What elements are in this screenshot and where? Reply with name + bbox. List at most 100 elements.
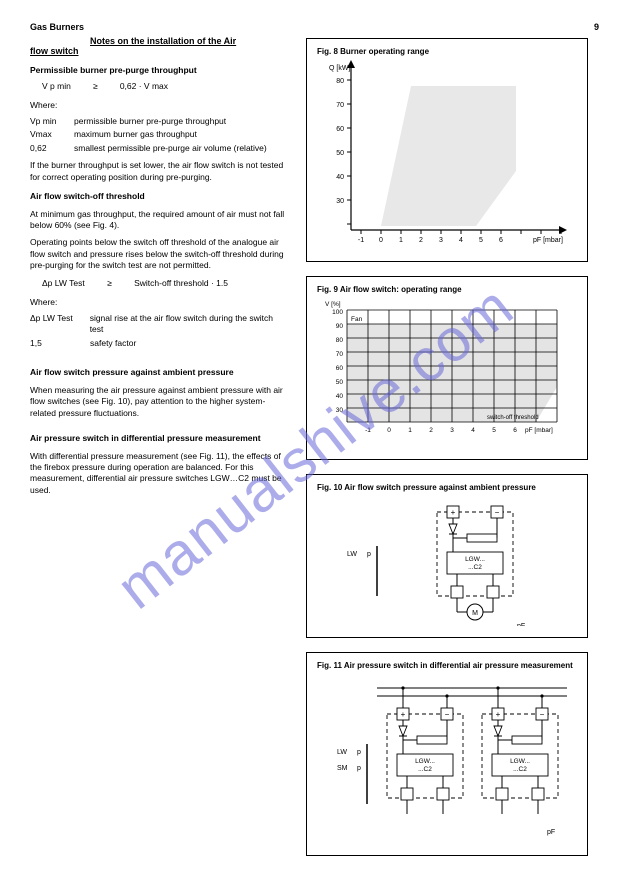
diffpress-title: Air pressure switch in differential pres…: [30, 433, 288, 444]
svg-text:LW: LW: [337, 749, 347, 756]
where-label2: Where:: [30, 297, 288, 308]
svg-text:pF: pF: [517, 623, 525, 626]
svg-text:...C2: ...C2: [468, 564, 482, 571]
svg-text:6: 6: [513, 427, 517, 434]
svg-text:V [%]: V [%]: [325, 301, 341, 308]
diffpress-p: With differential pressure measurement (…: [30, 451, 288, 497]
svg-text:50: 50: [336, 150, 344, 157]
svg-text:40: 40: [336, 174, 344, 181]
svg-text:80: 80: [336, 337, 344, 344]
svg-text:1: 1: [399, 237, 403, 244]
figure-10-title: Fig. 10 Air flow switch pressure against…: [317, 483, 577, 492]
figure-10-box: Fig. 10 Air flow switch pressure against…: [306, 474, 588, 638]
figure-11-box: Fig. 11 Air pressure switch in different…: [306, 652, 588, 856]
key-row: 0,62smallest permissible pre-purge air v…: [30, 143, 288, 154]
svg-text:4: 4: [459, 237, 463, 244]
svg-text:70: 70: [336, 351, 344, 358]
svg-text:6: 6: [499, 237, 503, 244]
header-page-number: 9: [594, 22, 599, 32]
svg-text:LGW...: LGW...: [415, 758, 435, 765]
svg-text:p: p: [357, 765, 361, 772]
svg-text:SM: SM: [337, 765, 348, 772]
perm-below: If the burner throughput is set lower, t…: [30, 160, 288, 183]
key-d: permissible burner pre-purge throughput: [74, 116, 226, 127]
svg-text:...C2: ...C2: [513, 766, 527, 773]
figure-9-svg: 100 90 80 70 60 50 40 30 -1 0 1 2 3 4 5 6 V [%] pF [mbar]…: [317, 298, 577, 453]
figure-9-box: Fig. 9 Air flow switch: operating range …: [306, 276, 588, 460]
figure-8-box: Fig. 8 Burner operating range -101234568…: [306, 38, 588, 262]
svg-text:0: 0: [379, 237, 383, 244]
svg-text:30: 30: [336, 407, 344, 414]
key-k: 1,5: [30, 338, 90, 349]
where-label: Where:: [30, 100, 288, 111]
svg-text:-1: -1: [358, 237, 364, 244]
figure-9-title: Fig. 9 Air flow switch: operating range: [317, 285, 577, 294]
key-d: smallest permissible pre-purge air volum…: [74, 143, 267, 154]
svg-text:LGW...: LGW...: [510, 758, 530, 765]
right-column: Fig. 8 Burner operating range -1 0 1 2 3 4 5 6 8…: [306, 38, 588, 856]
switchoff-p1: At minimum gas throughput, the required …: [30, 209, 288, 232]
pressamb-title: Air flow switch pressure against ambient…: [30, 367, 288, 378]
svg-text:30: 30: [336, 198, 344, 205]
svg-text:90: 90: [336, 323, 344, 330]
eq-op: ≥: [107, 278, 112, 289]
key-row: Δp LW Testsignal rise at the air flow sw…: [30, 313, 288, 336]
svg-text:2: 2: [429, 427, 433, 434]
svg-text:Fan: Fan: [351, 316, 363, 323]
svg-text:50: 50: [336, 379, 344, 386]
figure-11-svg: +−LGW......C2+−LGW......C2LWpSMppF: [317, 674, 577, 849]
svg-text:3: 3: [450, 427, 454, 434]
switchoff-title: Air flow switch-off threshold: [30, 191, 288, 202]
figure-10-svg: +−LGW......C2LWpMpF: [317, 496, 577, 631]
svg-text:−: −: [495, 508, 500, 517]
key-k: Vmax: [30, 129, 74, 140]
svg-text:40: 40: [336, 393, 344, 400]
svg-text:+: +: [451, 508, 456, 517]
key-d: maximum burner gas throughput: [74, 129, 197, 140]
page-header: Gas Burners 9: [30, 22, 599, 32]
perm-title: Permissible burner pre-purge throughput: [30, 65, 288, 76]
figure-11-title: Fig. 11 Air pressure switch in different…: [317, 661, 577, 670]
svg-text:60: 60: [336, 365, 344, 372]
eq-rhs: 0,62 · V max: [120, 81, 168, 92]
key-d: signal rise at the air flow switch durin…: [90, 313, 288, 336]
svg-text:100: 100: [332, 309, 343, 316]
svg-text:5: 5: [492, 427, 496, 434]
key-k: 0,62: [30, 143, 74, 154]
svg-text:+: +: [496, 710, 501, 719]
svg-text:p: p: [367, 551, 371, 558]
pressamb-p: When measuring the air pressure against …: [30, 385, 288, 419]
perm-equation: V p min ≥ 0,62 · V max: [42, 81, 168, 92]
svg-text:0: 0: [387, 427, 391, 434]
svg-text:pF [mbar]: pF [mbar]: [533, 237, 563, 244]
eq-rhs: Switch-off threshold · 1.5: [134, 278, 228, 289]
eq-op: ≥: [93, 81, 98, 92]
svg-text:p: p: [357, 749, 361, 756]
svg-text:4: 4: [471, 427, 475, 434]
svg-text:5: 5: [479, 237, 483, 244]
svg-text:1: 1: [408, 427, 412, 434]
switchoff-p2: Operating points below the switch off th…: [30, 237, 288, 271]
key-row: Vmaxmaximum burner gas throughput: [30, 129, 288, 140]
key-row: 1,5safety factor: [30, 338, 288, 349]
svg-text:70: 70: [336, 102, 344, 109]
svg-text:pF [mbar]: pF [mbar]: [525, 427, 553, 434]
key-k: Δp LW Test: [30, 313, 90, 336]
svg-text:3: 3: [439, 237, 443, 244]
key-d: safety factor: [90, 338, 136, 349]
key-row: Vp minpermissible burner pre-purge throu…: [30, 116, 288, 127]
svg-text:80: 80: [336, 78, 344, 85]
svg-text:-1: -1: [365, 427, 371, 434]
key-k: Vp min: [30, 116, 74, 127]
svg-text:...C2: ...C2: [418, 766, 432, 773]
header-left: Gas Burners: [30, 22, 84, 32]
svg-text:−: −: [445, 710, 450, 719]
left-column: Notes on the installation of the Air flo…: [30, 38, 288, 856]
svg-text:pF: pF: [547, 829, 555, 836]
svg-text:switch-off threshold: switch-off threshold: [487, 415, 539, 421]
svg-text:LGW...: LGW...: [465, 556, 485, 563]
svg-text:−: −: [540, 710, 545, 719]
switchoff-equation: Δp LW Test ≥ Switch-off threshold · 1.5: [42, 278, 228, 289]
figure-8-title: Fig. 8 Burner operating range: [317, 47, 577, 56]
svg-text:Q [kW]: Q [kW]: [329, 65, 350, 72]
